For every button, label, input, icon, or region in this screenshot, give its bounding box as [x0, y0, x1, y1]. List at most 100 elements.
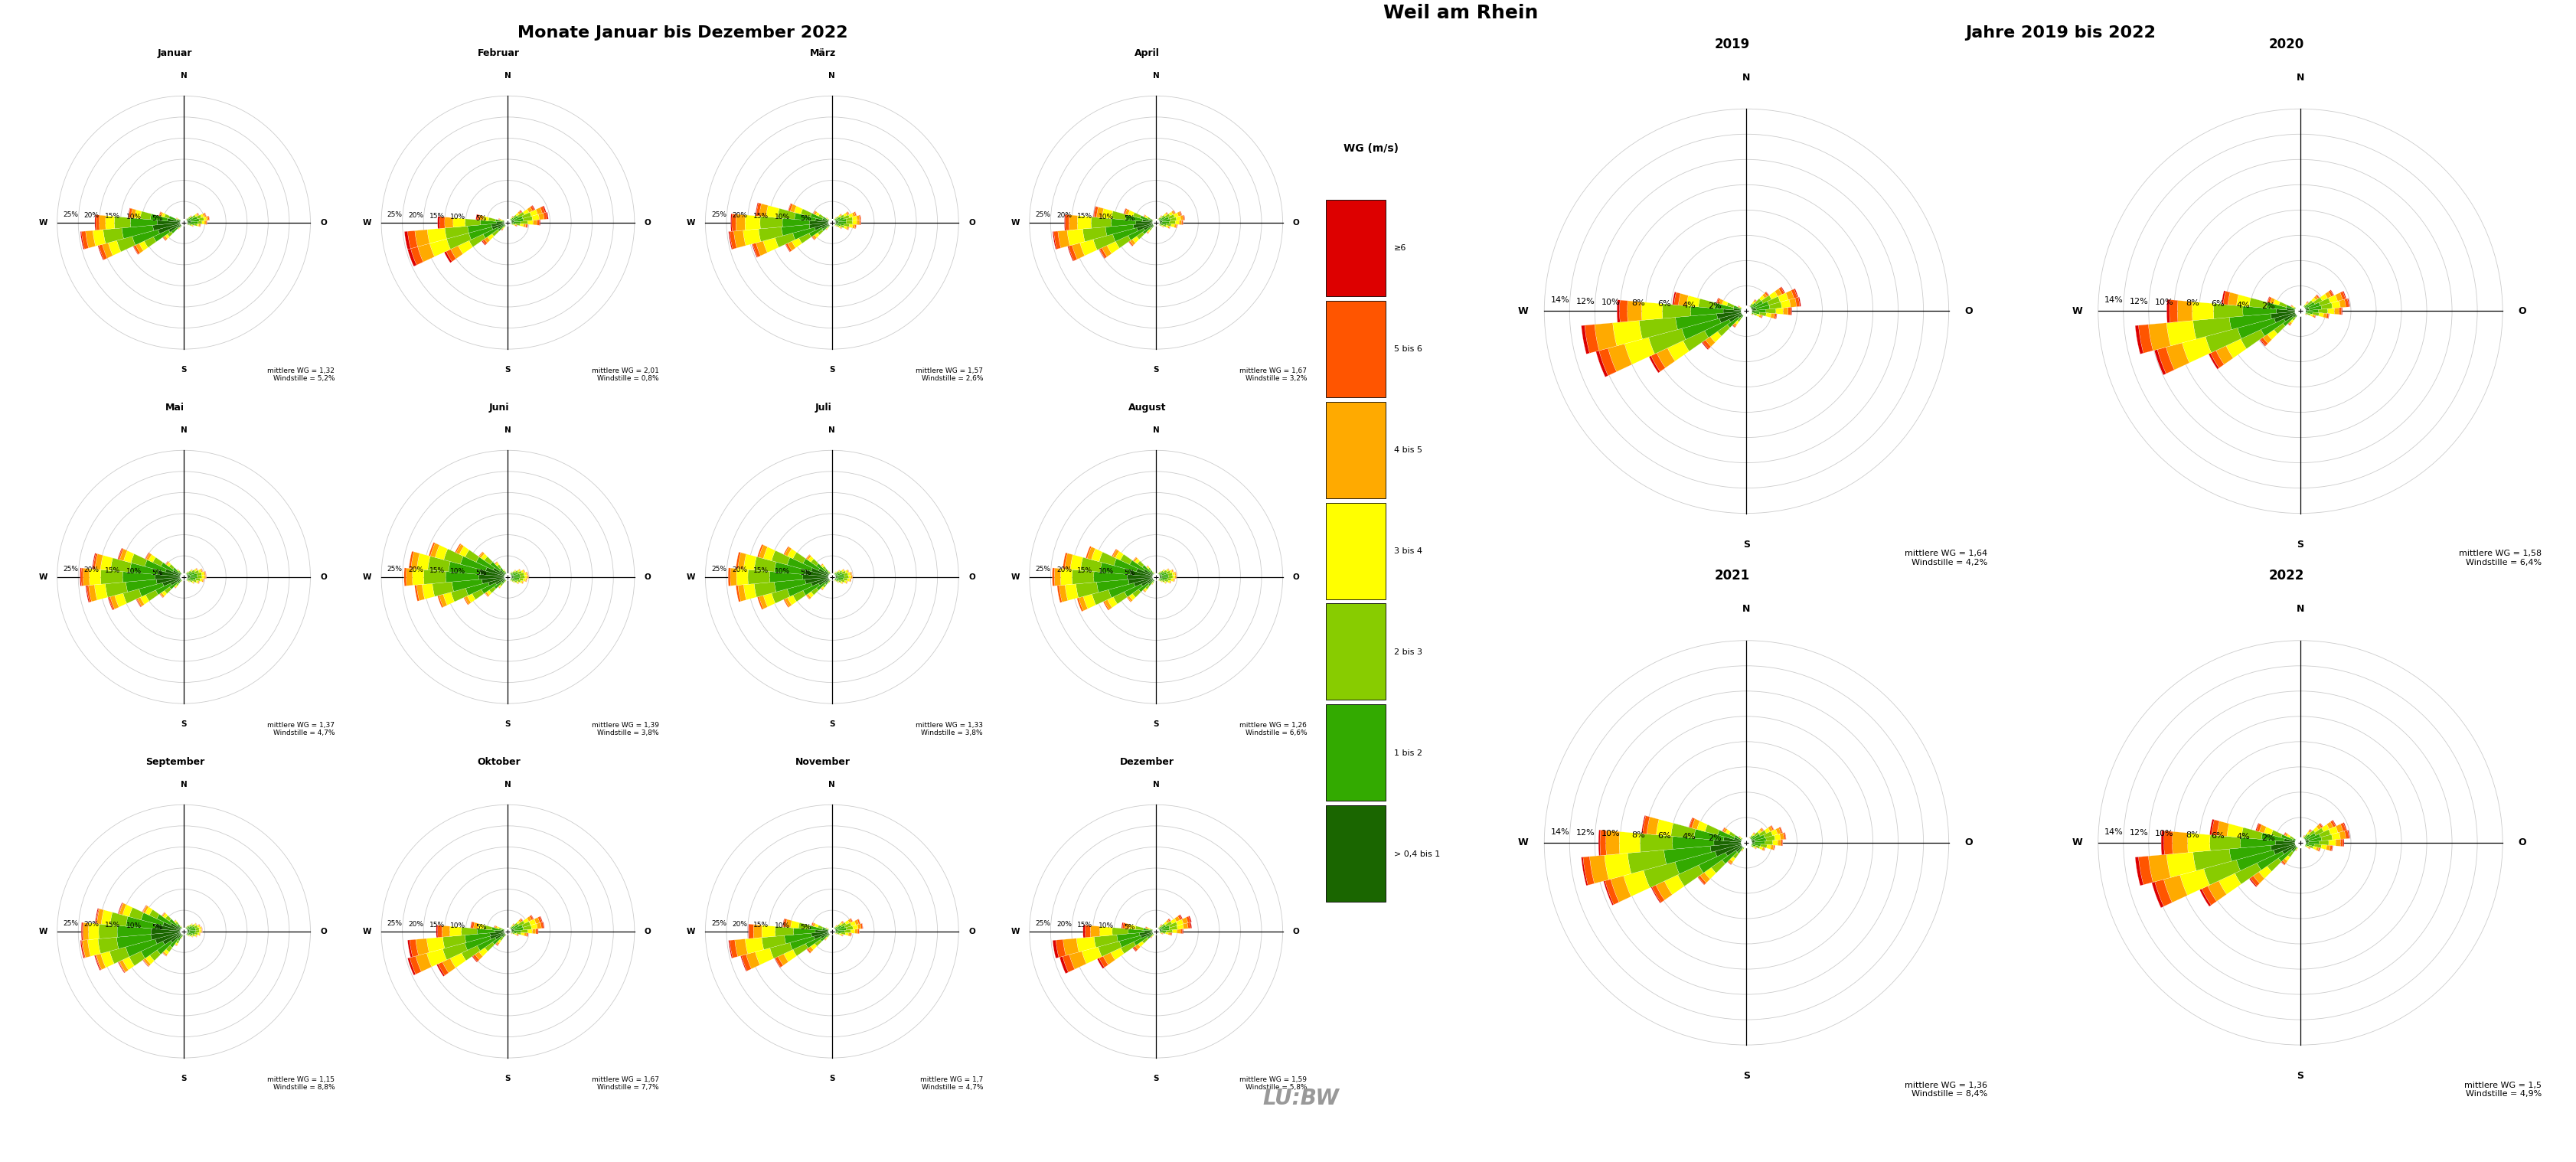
Wedge shape — [440, 216, 446, 229]
Wedge shape — [1162, 215, 1164, 218]
Wedge shape — [2336, 293, 2342, 301]
Wedge shape — [188, 572, 193, 575]
Wedge shape — [793, 590, 806, 602]
Text: 14%: 14% — [1551, 829, 1569, 835]
Wedge shape — [1785, 290, 1793, 300]
Wedge shape — [824, 571, 832, 578]
Wedge shape — [742, 954, 752, 971]
Circle shape — [1154, 574, 1159, 580]
Wedge shape — [118, 548, 124, 560]
Wedge shape — [1144, 590, 1146, 593]
Wedge shape — [853, 224, 855, 229]
Wedge shape — [191, 574, 196, 576]
Wedge shape — [528, 917, 531, 921]
Text: W: W — [1517, 306, 1528, 316]
Wedge shape — [108, 597, 113, 610]
Wedge shape — [1172, 210, 1175, 215]
Wedge shape — [806, 595, 809, 600]
Wedge shape — [1097, 207, 1103, 217]
Wedge shape — [1167, 578, 1172, 581]
Wedge shape — [1754, 841, 1765, 845]
Wedge shape — [2334, 308, 2339, 315]
Wedge shape — [180, 927, 183, 932]
Text: W: W — [39, 218, 46, 227]
Wedge shape — [160, 594, 162, 598]
Wedge shape — [747, 952, 760, 969]
Wedge shape — [513, 222, 520, 223]
Wedge shape — [1700, 873, 1710, 883]
Wedge shape — [178, 223, 183, 228]
Wedge shape — [469, 227, 492, 239]
Wedge shape — [415, 230, 430, 246]
Wedge shape — [2308, 306, 2321, 310]
Wedge shape — [2295, 308, 2298, 310]
Wedge shape — [1775, 827, 1780, 834]
Wedge shape — [417, 584, 425, 601]
Wedge shape — [793, 213, 817, 221]
Wedge shape — [165, 214, 170, 218]
Text: W: W — [1517, 838, 1528, 848]
Wedge shape — [1780, 300, 1790, 308]
Wedge shape — [1177, 216, 1180, 221]
Wedge shape — [1698, 853, 1728, 873]
Wedge shape — [1770, 314, 1775, 318]
Wedge shape — [1172, 930, 1177, 933]
Wedge shape — [1164, 580, 1170, 582]
Wedge shape — [2218, 874, 2241, 895]
Wedge shape — [2154, 350, 2166, 375]
Wedge shape — [1141, 565, 1151, 573]
Wedge shape — [2262, 335, 2272, 344]
Title: Juni: Juni — [489, 403, 510, 413]
Wedge shape — [1777, 840, 1780, 846]
Wedge shape — [1162, 571, 1164, 573]
Wedge shape — [1136, 232, 1144, 239]
Wedge shape — [1752, 845, 1754, 847]
Wedge shape — [1765, 827, 1770, 833]
Wedge shape — [410, 246, 422, 265]
Wedge shape — [788, 203, 791, 210]
Bar — [1327, 805, 1386, 902]
Wedge shape — [1752, 844, 1762, 846]
Wedge shape — [204, 213, 206, 217]
Wedge shape — [2241, 827, 2262, 839]
Wedge shape — [1170, 221, 1175, 224]
Wedge shape — [1144, 589, 1146, 593]
Text: 25%: 25% — [62, 566, 77, 573]
Wedge shape — [1780, 287, 1785, 294]
Wedge shape — [515, 218, 523, 222]
Wedge shape — [507, 221, 515, 223]
Wedge shape — [2316, 294, 2318, 297]
Wedge shape — [178, 935, 180, 941]
Wedge shape — [2287, 323, 2290, 325]
Wedge shape — [2202, 885, 2215, 905]
Wedge shape — [98, 244, 108, 260]
Wedge shape — [2336, 839, 2342, 846]
Wedge shape — [162, 912, 165, 916]
Wedge shape — [415, 939, 430, 955]
Wedge shape — [513, 579, 518, 581]
Wedge shape — [149, 554, 155, 562]
Wedge shape — [793, 928, 817, 934]
Wedge shape — [1159, 578, 1164, 581]
Wedge shape — [1638, 317, 1677, 339]
Wedge shape — [1151, 224, 1154, 228]
Text: O: O — [2519, 306, 2527, 316]
Wedge shape — [152, 558, 162, 566]
Wedge shape — [448, 561, 482, 574]
Wedge shape — [2293, 316, 2295, 321]
Wedge shape — [1690, 307, 1723, 316]
Wedge shape — [98, 924, 118, 939]
Wedge shape — [752, 243, 760, 257]
Wedge shape — [134, 246, 139, 254]
Wedge shape — [1077, 582, 1097, 597]
Wedge shape — [783, 218, 809, 227]
Wedge shape — [523, 918, 528, 924]
Wedge shape — [111, 558, 131, 572]
Wedge shape — [1139, 941, 1144, 947]
Wedge shape — [160, 593, 165, 597]
Wedge shape — [1159, 926, 1162, 930]
Wedge shape — [1710, 860, 1726, 873]
Wedge shape — [1749, 835, 1754, 838]
Text: mittlere WG = 1,57
Windstille = 2,6%: mittlere WG = 1,57 Windstille = 2,6% — [914, 367, 984, 382]
Wedge shape — [2164, 831, 2172, 854]
